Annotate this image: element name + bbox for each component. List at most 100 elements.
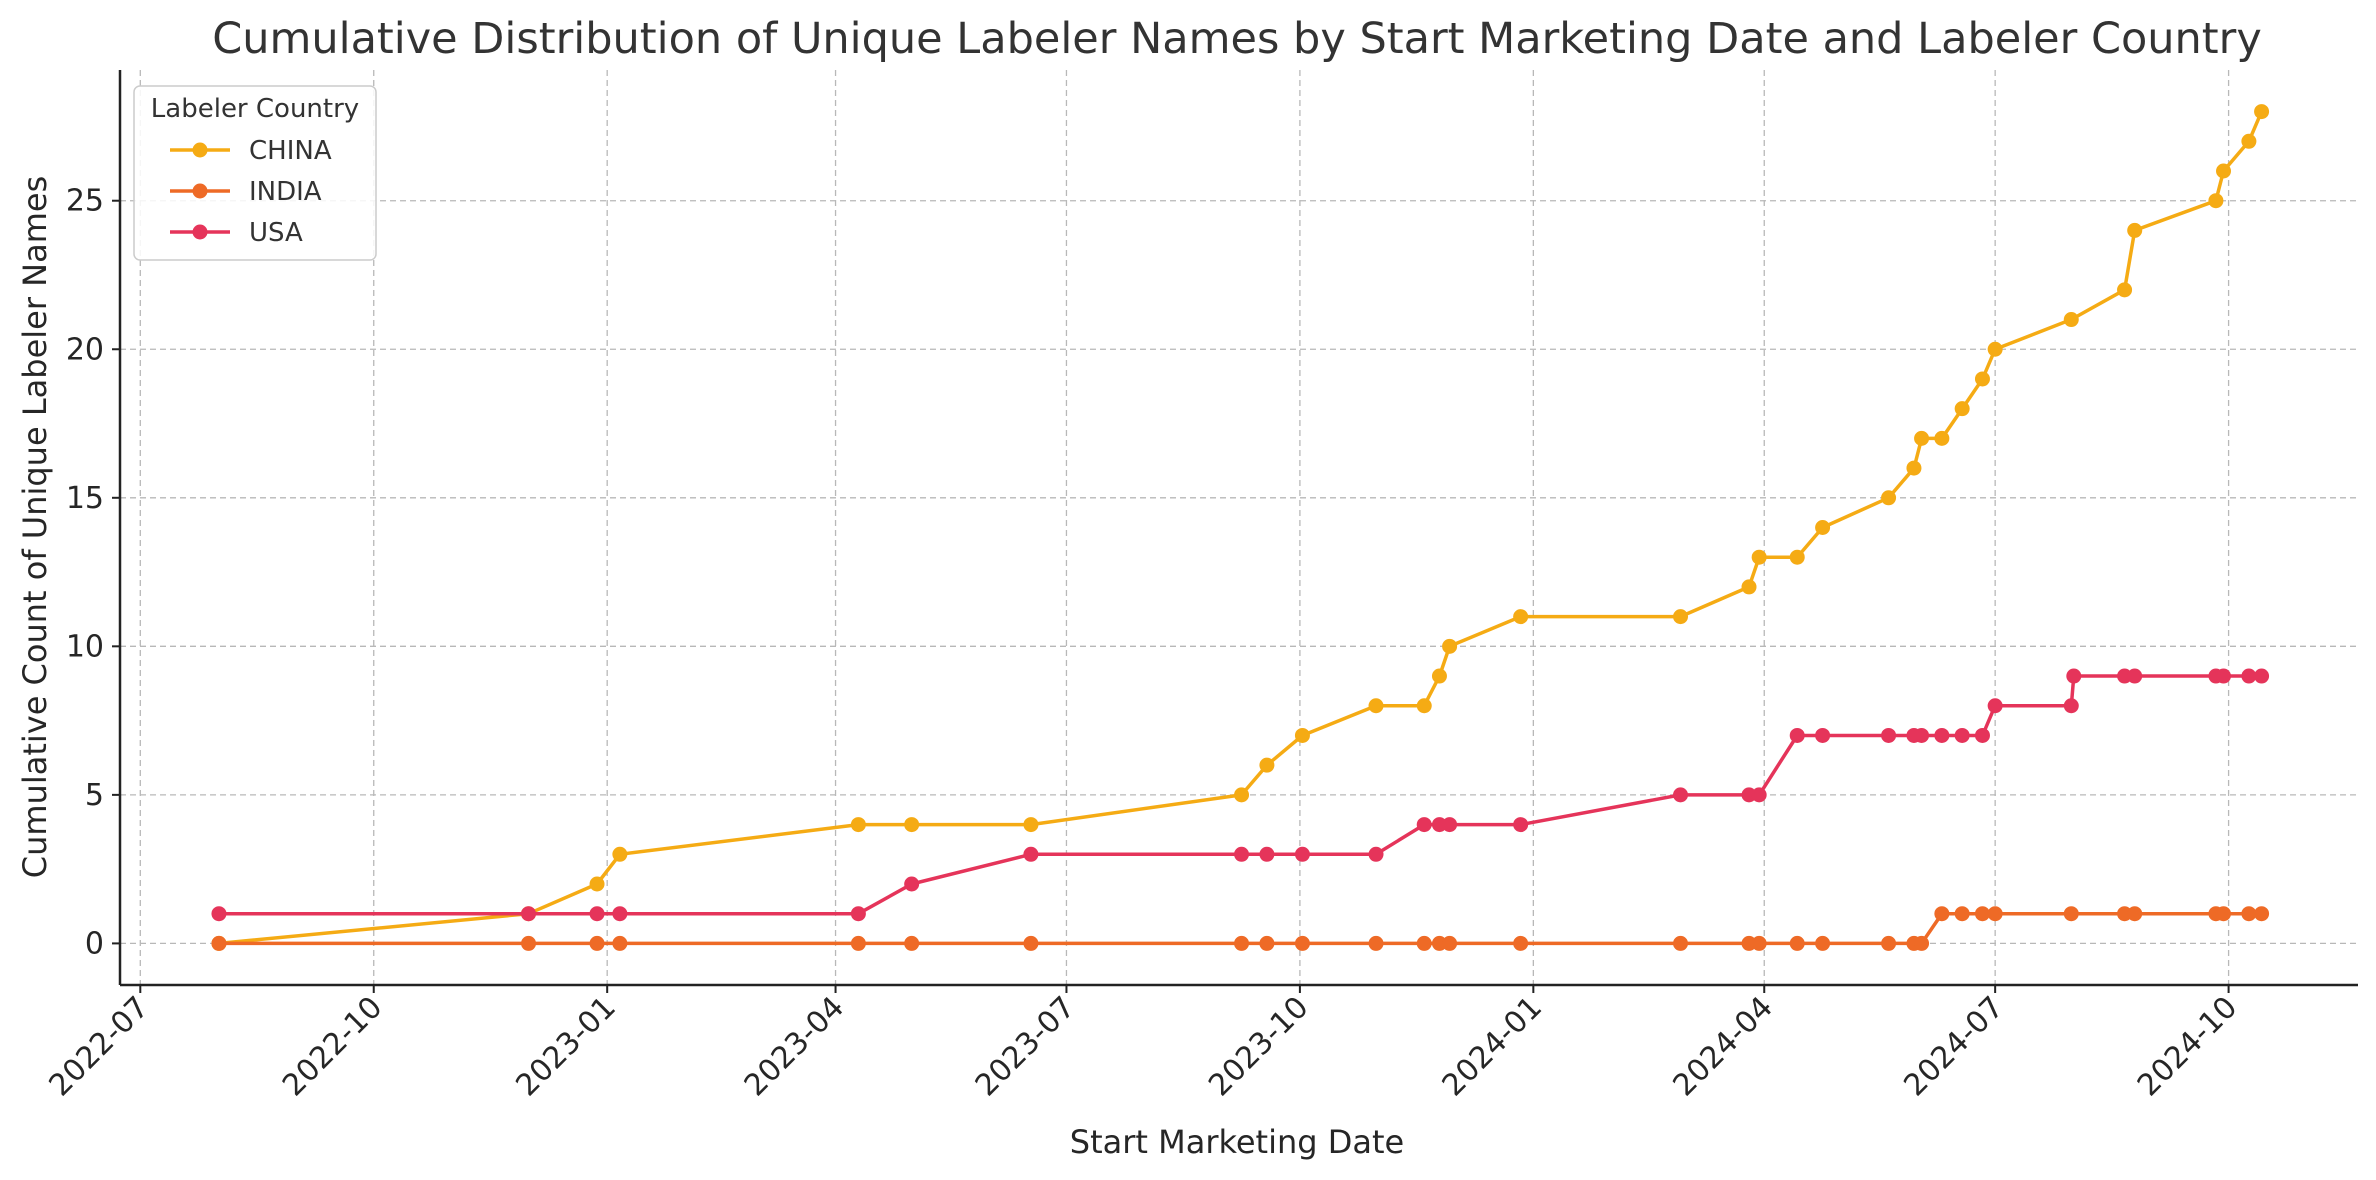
y-tick-label: 15 xyxy=(66,481,104,516)
series-india xyxy=(211,906,2270,951)
y-tick-label: 10 xyxy=(66,629,104,664)
data-point-usa xyxy=(1234,846,1250,862)
data-point-usa xyxy=(1914,727,1930,743)
y-tick-label: 25 xyxy=(66,184,104,219)
legend-swatch-marker xyxy=(192,183,208,199)
data-point-india xyxy=(1442,935,1458,951)
data-point-usa xyxy=(2216,668,2232,684)
data-point-india xyxy=(904,935,920,951)
data-point-china xyxy=(1234,787,1250,803)
data-point-usa xyxy=(1673,787,1689,803)
data-point-usa xyxy=(1974,727,1990,743)
data-point-usa xyxy=(1442,817,1458,833)
data-point-china xyxy=(1906,460,1922,476)
data-point-usa xyxy=(1259,846,1275,862)
data-point-china xyxy=(850,817,866,833)
legend: Labeler Country CHINA INDIA USA xyxy=(133,85,377,261)
data-point-usa xyxy=(1934,727,1950,743)
data-point-china xyxy=(1673,609,1689,625)
data-point-india xyxy=(1789,935,1805,951)
y-tick-label: 5 xyxy=(85,778,104,813)
data-point-china xyxy=(1987,341,2003,357)
data-point-china xyxy=(2117,282,2133,298)
data-point-india xyxy=(1023,935,1039,951)
data-point-usa xyxy=(1294,846,1310,862)
legend-item-india: INDIA xyxy=(170,177,322,207)
data-point-china xyxy=(2216,163,2232,179)
data-point-india xyxy=(850,935,866,951)
data-point-india xyxy=(1987,906,2003,922)
y-tick-label: 20 xyxy=(66,332,104,367)
x-tick-label: 2022-07 xyxy=(43,990,156,1103)
x-tick-label: 2022-10 xyxy=(276,990,389,1103)
data-point-china xyxy=(1294,727,1310,743)
x-tick-label: 2023-04 xyxy=(738,990,851,1103)
data-point-china xyxy=(1259,757,1275,773)
data-point-india xyxy=(1954,906,1970,922)
legend-title: Labeler Country xyxy=(151,94,359,124)
data-point-usa xyxy=(1023,846,1039,862)
plot-series xyxy=(211,104,2270,951)
data-point-india xyxy=(211,935,227,951)
legend-item-usa: USA xyxy=(170,218,303,248)
data-point-usa xyxy=(2127,668,2143,684)
data-point-china xyxy=(1431,668,1447,684)
data-point-india xyxy=(1815,935,1831,951)
data-point-usa xyxy=(2254,668,2270,684)
legend-label: CHINA xyxy=(249,136,332,166)
x-tick-label: 2023-10 xyxy=(1202,990,1315,1103)
data-point-india xyxy=(1294,935,1310,951)
data-point-india xyxy=(2216,906,2232,922)
data-point-china xyxy=(1789,549,1805,565)
legend-swatch-marker xyxy=(192,142,208,158)
data-point-china xyxy=(1741,579,1757,595)
data-point-usa xyxy=(1881,727,1897,743)
data-point-usa xyxy=(1416,817,1432,833)
data-point-usa xyxy=(2241,668,2257,684)
data-point-india xyxy=(1673,935,1689,951)
data-point-usa xyxy=(211,906,227,922)
data-point-china xyxy=(1954,401,1970,417)
data-point-india xyxy=(1974,906,1990,922)
x-tick-label: 2024-01 xyxy=(1436,990,1549,1103)
data-point-china xyxy=(904,817,920,833)
y-tick-label: 0 xyxy=(85,926,104,961)
data-point-usa xyxy=(850,906,866,922)
data-point-india xyxy=(1259,935,1275,951)
data-point-india xyxy=(612,935,628,951)
legend-swatch-marker xyxy=(192,224,208,240)
data-point-china xyxy=(1934,430,1950,446)
data-point-china xyxy=(2063,312,2079,328)
series-usa xyxy=(211,668,2270,922)
data-point-china xyxy=(2241,133,2257,149)
data-point-usa xyxy=(1815,727,1831,743)
data-point-india xyxy=(589,935,605,951)
data-point-india xyxy=(521,935,537,951)
legend-label: INDIA xyxy=(249,177,322,207)
data-point-india xyxy=(1234,935,1250,951)
legend-label: USA xyxy=(249,218,303,248)
data-point-usa xyxy=(589,906,605,922)
data-point-china xyxy=(1815,520,1831,535)
data-point-usa xyxy=(1513,817,1529,833)
data-point-usa xyxy=(904,876,920,892)
data-point-china xyxy=(1881,490,1897,506)
data-point-india xyxy=(2241,906,2257,922)
data-point-china xyxy=(1416,698,1432,714)
data-point-india xyxy=(1368,935,1384,951)
data-point-china xyxy=(589,876,605,892)
series-line-china xyxy=(218,110,2264,946)
data-point-usa xyxy=(2066,668,2082,684)
data-point-india xyxy=(2127,906,2143,922)
data-point-usa xyxy=(521,906,537,922)
x-ticks: 2022-07 2022-10 2023-01 2023-04 2023-07 2023-… xyxy=(43,985,2244,1103)
chart-title: Cumulative Distribution of Unique Labele… xyxy=(212,14,2262,64)
data-point-china xyxy=(2127,222,2143,238)
data-point-china xyxy=(2208,193,2224,209)
x-tick-label: 2024-07 xyxy=(1897,990,2010,1103)
data-point-usa xyxy=(1954,727,1970,743)
axes xyxy=(118,70,2358,987)
data-point-usa xyxy=(1368,846,1384,862)
data-point-india xyxy=(1881,935,1897,951)
